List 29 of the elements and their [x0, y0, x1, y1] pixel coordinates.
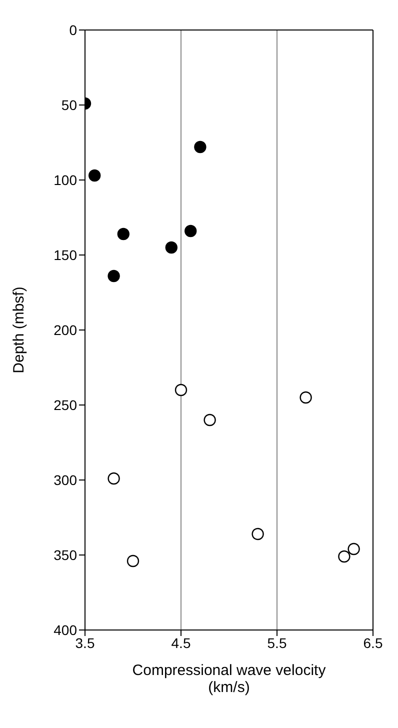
point — [204, 414, 216, 426]
x-tick-label: 3.5 — [75, 634, 95, 651]
y-axis-title: Depth (mbsf) — [10, 286, 28, 374]
y-tick-label: 150 — [54, 246, 78, 263]
point — [300, 391, 312, 404]
x-axis-title: Compressional wave velocity (km/s) — [132, 662, 326, 696]
y-tick-label: 200 — [54, 322, 78, 338]
y-tick-label: 400 — [54, 622, 78, 638]
point — [338, 550, 350, 563]
point — [184, 224, 197, 238]
x-tick-label: 5.5 — [267, 634, 287, 651]
point — [165, 241, 178, 254]
point — [117, 228, 130, 240]
y-tick-label: 250 — [54, 396, 78, 413]
y-tick-label: 0 — [69, 22, 78, 38]
point — [108, 270, 120, 282]
x-tick-label: 4.5 — [171, 634, 191, 651]
y-tick-label: 50 — [61, 96, 78, 113]
point — [194, 140, 206, 154]
point — [348, 542, 360, 556]
y-tick-label: 100 — [54, 172, 78, 188]
x-tick-label: 6.5 — [363, 634, 383, 651]
y-tick-label: 300 — [54, 472, 78, 488]
point — [174, 384, 188, 396]
y-tick-label: 350 — [54, 546, 78, 563]
point — [108, 472, 120, 485]
point — [88, 169, 101, 182]
point — [252, 528, 264, 540]
point — [126, 554, 140, 568]
